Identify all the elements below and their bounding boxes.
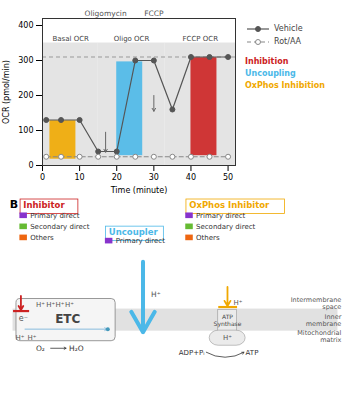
html-text:Rot/AA: Rot/AA <box>274 37 302 46</box>
svg-text:Intermembranespace: Intermembranespace <box>291 296 342 311</box>
svg-text:ATPSynthase: ATPSynthase <box>214 313 242 328</box>
svg-text:Mitochondrialmatrix: Mitochondrialmatrix <box>297 329 341 344</box>
svg-text:H⁺: H⁺ <box>223 334 232 342</box>
svg-text:H⁺: H⁺ <box>55 301 64 309</box>
svg-text:H⁺: H⁺ <box>36 301 45 309</box>
svg-text:H⁺: H⁺ <box>151 290 161 299</box>
svg-text:Primary direct: Primary direct <box>116 237 166 245</box>
svg-text:50: 50 <box>223 173 233 182</box>
svg-text:Basal OCR: Basal OCR <box>52 35 89 43</box>
svg-text:H⁺: H⁺ <box>46 301 55 309</box>
html-text:Inhibition: Inhibition <box>245 57 289 66</box>
svg-text:H⁺: H⁺ <box>15 334 24 342</box>
svg-text:Secondary direct: Secondary direct <box>30 223 90 231</box>
svg-text:40: 40 <box>186 173 196 182</box>
svg-text:Time (minute): Time (minute) <box>110 186 168 195</box>
svg-text:B: B <box>10 198 18 211</box>
svg-text:O₂: O₂ <box>36 344 45 353</box>
svg-text:Others: Others <box>196 234 220 242</box>
svg-text:Innermembrane: Innermembrane <box>306 313 342 328</box>
svg-text:H⁺: H⁺ <box>27 334 36 342</box>
svg-text:ATP: ATP <box>246 349 259 357</box>
svg-text:H⁺: H⁺ <box>233 299 242 307</box>
svg-text:OCR (pmol/min): OCR (pmol/min) <box>2 60 11 124</box>
svg-text:OxPhos Inhibitor: OxPhos Inhibitor <box>189 200 270 210</box>
svg-text:300: 300 <box>18 56 33 65</box>
svg-text:Primary direct: Primary direct <box>196 212 246 220</box>
svg-text:H₂O: H₂O <box>69 344 84 353</box>
svg-text:10: 10 <box>75 173 85 182</box>
svg-text:H⁺: H⁺ <box>65 301 74 309</box>
svg-text:20: 20 <box>112 173 122 182</box>
svg-text:0: 0 <box>28 161 33 170</box>
svg-text:ADP+Pᵢ: ADP+Pᵢ <box>179 349 205 357</box>
svg-text:Uncoupler: Uncoupler <box>109 227 159 237</box>
svg-text:e⁻: e⁻ <box>19 314 28 323</box>
svg-text:FCCP OCR: FCCP OCR <box>182 35 218 43</box>
svg-text:Primary direct: Primary direct <box>30 212 80 220</box>
html-text:OxPhos Inhibition: OxPhos Inhibition <box>245 81 325 90</box>
svg-text:400: 400 <box>18 21 33 30</box>
svg-text:30: 30 <box>149 173 159 182</box>
svg-text:Oligomycin: Oligomycin <box>85 9 127 18</box>
html-text:Vehicle: Vehicle <box>274 24 303 33</box>
html-text:Uncoupling: Uncoupling <box>245 69 296 78</box>
svg-text:Secondary direct: Secondary direct <box>196 223 256 231</box>
svg-text:0: 0 <box>40 173 45 182</box>
svg-text:Inhibitor: Inhibitor <box>23 200 65 210</box>
svg-text:200: 200 <box>18 91 33 100</box>
svg-text:FCCP: FCCP <box>144 9 164 18</box>
svg-text:ETC: ETC <box>55 312 80 326</box>
svg-text:Others: Others <box>30 234 54 242</box>
svg-text:Oligo OCR: Oligo OCR <box>114 35 150 43</box>
svg-text:100: 100 <box>18 126 33 135</box>
